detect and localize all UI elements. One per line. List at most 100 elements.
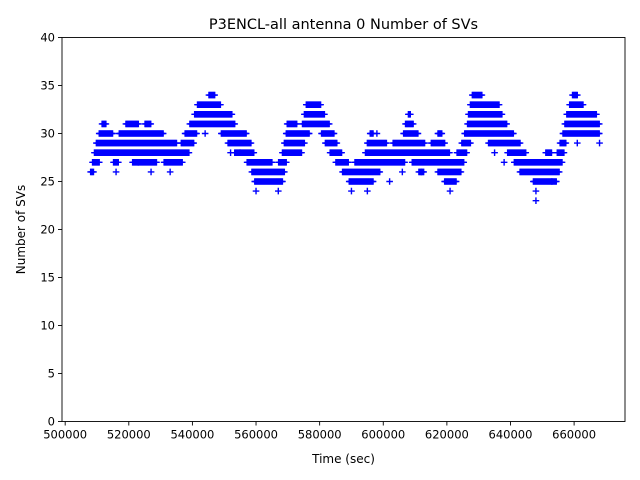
data-point <box>153 159 160 166</box>
data-point <box>231 120 239 128</box>
data-point <box>298 149 305 156</box>
outlier-point <box>446 187 454 195</box>
data-point <box>369 178 377 185</box>
x-tick-label: 640000 <box>489 428 533 442</box>
outlier-point <box>491 149 498 156</box>
data-point <box>147 120 155 128</box>
y-axis: 0 5 10 15 20 25 30 35 40 <box>40 31 62 429</box>
data-point <box>217 101 224 108</box>
data-point <box>228 111 236 118</box>
outlier-point <box>201 130 209 137</box>
data-point <box>441 139 448 147</box>
data-point <box>478 91 486 99</box>
data-point <box>333 139 341 147</box>
data-point <box>135 120 142 128</box>
data-point <box>595 120 603 128</box>
x-tick-label: 660000 <box>552 428 596 442</box>
data-point <box>560 149 568 156</box>
x-axis: 500000 520000 540000 560000 580000 600000 6200… <box>43 421 596 442</box>
data-point <box>407 111 414 118</box>
outlier-point <box>252 187 260 195</box>
y-tick-label: 40 <box>40 31 55 45</box>
outlier-point <box>532 197 540 204</box>
data-point <box>325 120 333 128</box>
outlier-point <box>373 130 381 137</box>
outlier-point <box>573 139 581 147</box>
data-point <box>376 168 384 176</box>
data-point <box>317 101 324 108</box>
outlier-point <box>364 187 371 195</box>
y-tick-label: 20 <box>40 223 55 237</box>
data-point <box>178 159 186 166</box>
data-point <box>558 159 566 166</box>
y-tick-label: 15 <box>40 271 55 285</box>
outlier-point <box>399 168 406 176</box>
outlier-point <box>166 168 174 176</box>
data-point <box>522 149 530 156</box>
data-point <box>383 139 390 147</box>
data-point <box>573 91 581 99</box>
data-point <box>414 130 422 137</box>
data-points <box>87 91 603 204</box>
data-point <box>321 111 328 118</box>
outlier-point <box>386 178 393 185</box>
outlier-point <box>596 139 603 147</box>
y-tick-label: 35 <box>40 79 55 93</box>
x-tick-label: 580000 <box>298 428 342 442</box>
data-point <box>562 139 570 147</box>
data-point <box>305 130 313 137</box>
x-tick-label: 500000 <box>43 428 87 442</box>
outlier-point <box>135 159 142 166</box>
y-tick-label: 25 <box>40 175 55 189</box>
data-point <box>495 101 503 108</box>
data-point <box>446 149 453 156</box>
data-point <box>460 159 468 166</box>
data-point <box>401 159 408 166</box>
outlier-point <box>274 187 282 195</box>
x-axis-label: Time (sec) <box>311 452 375 466</box>
data-point <box>510 130 517 137</box>
data-point <box>595 130 603 137</box>
y-tick-label: 10 <box>40 319 55 333</box>
data-point <box>338 149 345 156</box>
outlier-point <box>548 178 556 185</box>
outlier-point <box>516 168 524 176</box>
data-point <box>268 159 276 166</box>
data-point <box>409 120 417 128</box>
data-point <box>185 149 193 156</box>
data-point <box>115 159 122 166</box>
data-point <box>211 91 218 99</box>
data-point <box>344 159 352 166</box>
outlier-point <box>418 168 425 176</box>
outlier-point <box>500 159 508 166</box>
data-point <box>555 168 563 176</box>
outlier-point <box>227 149 234 156</box>
chart-title: P3ENCL-all antenna 0 Number of SVs <box>209 17 478 33</box>
data-point <box>90 168 97 176</box>
data-point <box>503 120 510 128</box>
data-point <box>279 178 286 185</box>
data-point <box>293 120 301 128</box>
outlier-point <box>112 168 120 176</box>
data-point <box>301 139 308 147</box>
data-point <box>548 149 555 156</box>
y-tick-label: 0 <box>48 415 55 429</box>
data-point <box>516 139 524 147</box>
y-tick-label: 30 <box>40 127 55 141</box>
data-point <box>438 130 446 137</box>
x-tick-label: 520000 <box>107 428 151 442</box>
data-point <box>250 149 258 156</box>
y-tick-label: 5 <box>48 367 55 381</box>
x-tick-label: 620000 <box>425 428 469 442</box>
data-point <box>330 130 338 137</box>
data-point <box>109 130 116 137</box>
outlier-point <box>236 149 244 156</box>
data-point <box>467 139 474 147</box>
data-point <box>498 111 506 118</box>
data-point <box>247 139 255 147</box>
data-point <box>421 139 428 147</box>
data-point <box>102 120 110 128</box>
outlier-point <box>348 187 355 195</box>
